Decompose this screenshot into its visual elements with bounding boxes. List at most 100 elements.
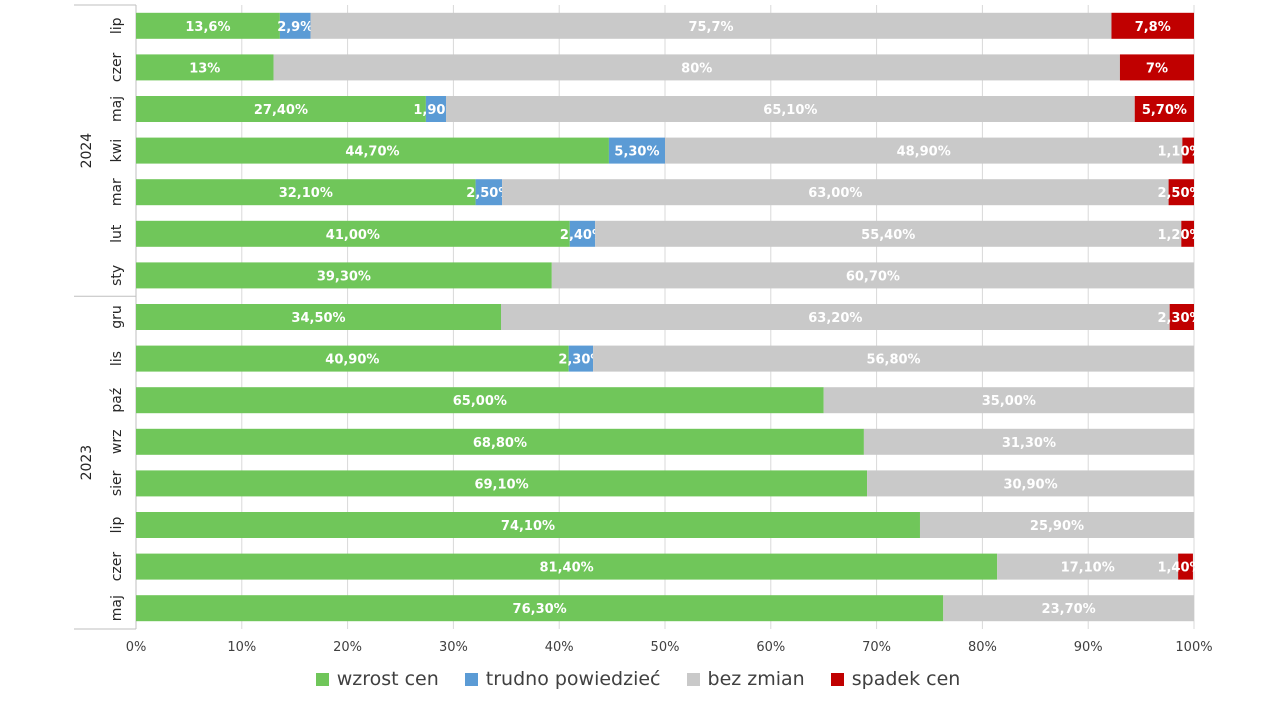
bar-segment-spadek-cen [1134, 96, 1194, 122]
legend-label: wzrost cen [336, 668, 439, 690]
bar-segment-wzrost-cen [136, 96, 426, 122]
category-label: maj [109, 595, 125, 621]
data-label: 13% [189, 61, 220, 76]
bar-segment-wzrost-cen [136, 428, 864, 455]
x-tick-label: 80% [968, 640, 997, 655]
legend-item: bez zmian [686, 668, 805, 690]
bar-segment-wzrost-cen [136, 387, 824, 414]
data-label: 35,00% [982, 394, 1036, 409]
legend-item: spadek cen [830, 668, 961, 690]
data-label: 39,30% [317, 269, 371, 284]
data-label: 80% [681, 61, 712, 76]
data-label: 32,10% [279, 186, 333, 201]
bar-segment-wzrost-cen [136, 220, 570, 247]
x-tick-label: 70% [862, 640, 891, 655]
bar-segment-bez-zmian [943, 595, 1194, 622]
legend-swatch [315, 672, 329, 686]
data-label: 2,40% [560, 228, 605, 243]
bar-segment-wzrost-cen [136, 304, 502, 330]
data-label: 31,30% [1002, 436, 1056, 451]
legend-label: spadek cen [851, 668, 961, 690]
bar-segment-bez-zmian [502, 179, 1169, 206]
data-label: 1,40% [1157, 561, 1202, 576]
data-label: 65,00% [453, 394, 507, 409]
bar-segment-spadek-cen [1111, 12, 1194, 39]
data-label: 48,90% [897, 145, 951, 160]
bar-segment-wzrost-cen [136, 345, 569, 372]
data-label: 2,9% [277, 20, 313, 35]
data-label: 74,10% [501, 519, 555, 534]
data-label: 13,6% [185, 20, 230, 35]
bar-segment-bez-zmian [863, 428, 1194, 455]
bar-segment-wzrost-cen [136, 470, 868, 497]
bar-segment-wzrost-cen [136, 137, 609, 164]
category-label: lut [109, 224, 125, 243]
data-label: 7,8% [1135, 20, 1171, 35]
x-tick-label: 100% [1175, 640, 1212, 655]
data-label: 27,40% [254, 103, 308, 118]
data-label: 2,30% [558, 353, 603, 368]
data-label: 81,40% [540, 561, 594, 576]
data-label: 1,10% [1157, 145, 1202, 160]
bar-segment-wzrost-cen [136, 512, 920, 538]
bar-segment-bez-zmian [501, 304, 1170, 330]
bar-segment-bez-zmian [551, 262, 1194, 289]
bar-segment-spadek-cen [1168, 179, 1194, 206]
x-tick-label: 90% [1074, 640, 1103, 655]
bar-segment-spadek-cen [1119, 54, 1194, 81]
legend-label: bez zmian [707, 668, 805, 690]
data-label: 2,50% [466, 186, 511, 201]
data-label: 41,00% [326, 228, 380, 243]
stacked-bar-chart: 0% 10% 20% 30% 40% 50% 60% 70% 80% 90% 100% 2024 202… [74, 4, 1213, 655]
group-label: 2023 [79, 445, 95, 481]
bar-segment-trudno-powiedzieć [568, 345, 594, 372]
data-label: 44,70% [345, 145, 399, 160]
data-label: 63,00% [808, 186, 862, 201]
data-label: 56,80% [866, 353, 920, 368]
data-label: 40,90% [325, 353, 379, 368]
data-label: 65,10% [763, 103, 817, 118]
category-label: sty [109, 265, 125, 286]
bar-segment-trudno-powiedzieć [569, 220, 596, 247]
x-tick-label: 10% [227, 640, 256, 655]
bar-segment-wzrost-cen [136, 12, 280, 39]
legend-item: wzrost cen [315, 668, 439, 690]
data-label: 55,40% [861, 228, 915, 243]
category-label: sier [109, 470, 125, 496]
data-label: 34,50% [291, 311, 345, 326]
x-tick-label: 60% [756, 640, 785, 655]
bar-segment-bez-zmian [593, 345, 1194, 372]
bar-segment-bez-zmian [665, 137, 1183, 164]
data-label: 60,70% [846, 269, 900, 284]
legend-swatch [464, 672, 478, 686]
x-tick-label: 0% [126, 640, 147, 655]
data-label: 63,20% [808, 311, 862, 326]
legend-swatch [830, 672, 844, 686]
bar-segment-wzrost-cen [136, 54, 274, 81]
x-tick-label: 50% [651, 640, 680, 655]
chart-legend: wzrost cen trudno powiedzieć bez zmian spad… [0, 668, 1276, 690]
data-label: 7% [1146, 61, 1168, 76]
legend-item: trudno powiedzieć [464, 668, 661, 690]
category-label: paź [109, 388, 125, 413]
category-label: czer [109, 52, 125, 82]
bar-segment-bez-zmian [997, 553, 1179, 580]
bar-segment-trudno-powiedzieć [425, 96, 446, 122]
data-label: 17,10% [1061, 561, 1115, 576]
category-label: maj [109, 96, 125, 122]
bar-segment-bez-zmian [273, 54, 1120, 81]
bar-segment-bez-zmian [310, 12, 1112, 39]
data-label: 68,80% [473, 436, 527, 451]
category-label: wrz [109, 430, 125, 455]
bar-segment-bez-zmian [919, 512, 1194, 538]
data-label: 76,30% [513, 602, 567, 617]
category-label: lip [109, 17, 125, 34]
bar-segment-wzrost-cen [136, 262, 552, 289]
data-label: 2,50% [1157, 186, 1202, 201]
bar-segment-bez-zmian [867, 470, 1194, 497]
bar-segment-bez-zmian [595, 220, 1182, 247]
data-label: 75,7% [688, 20, 733, 35]
bar-segment-wzrost-cen [136, 595, 944, 622]
data-label: 2,30% [1157, 311, 1202, 326]
data-label: 30,90% [1003, 477, 1057, 492]
